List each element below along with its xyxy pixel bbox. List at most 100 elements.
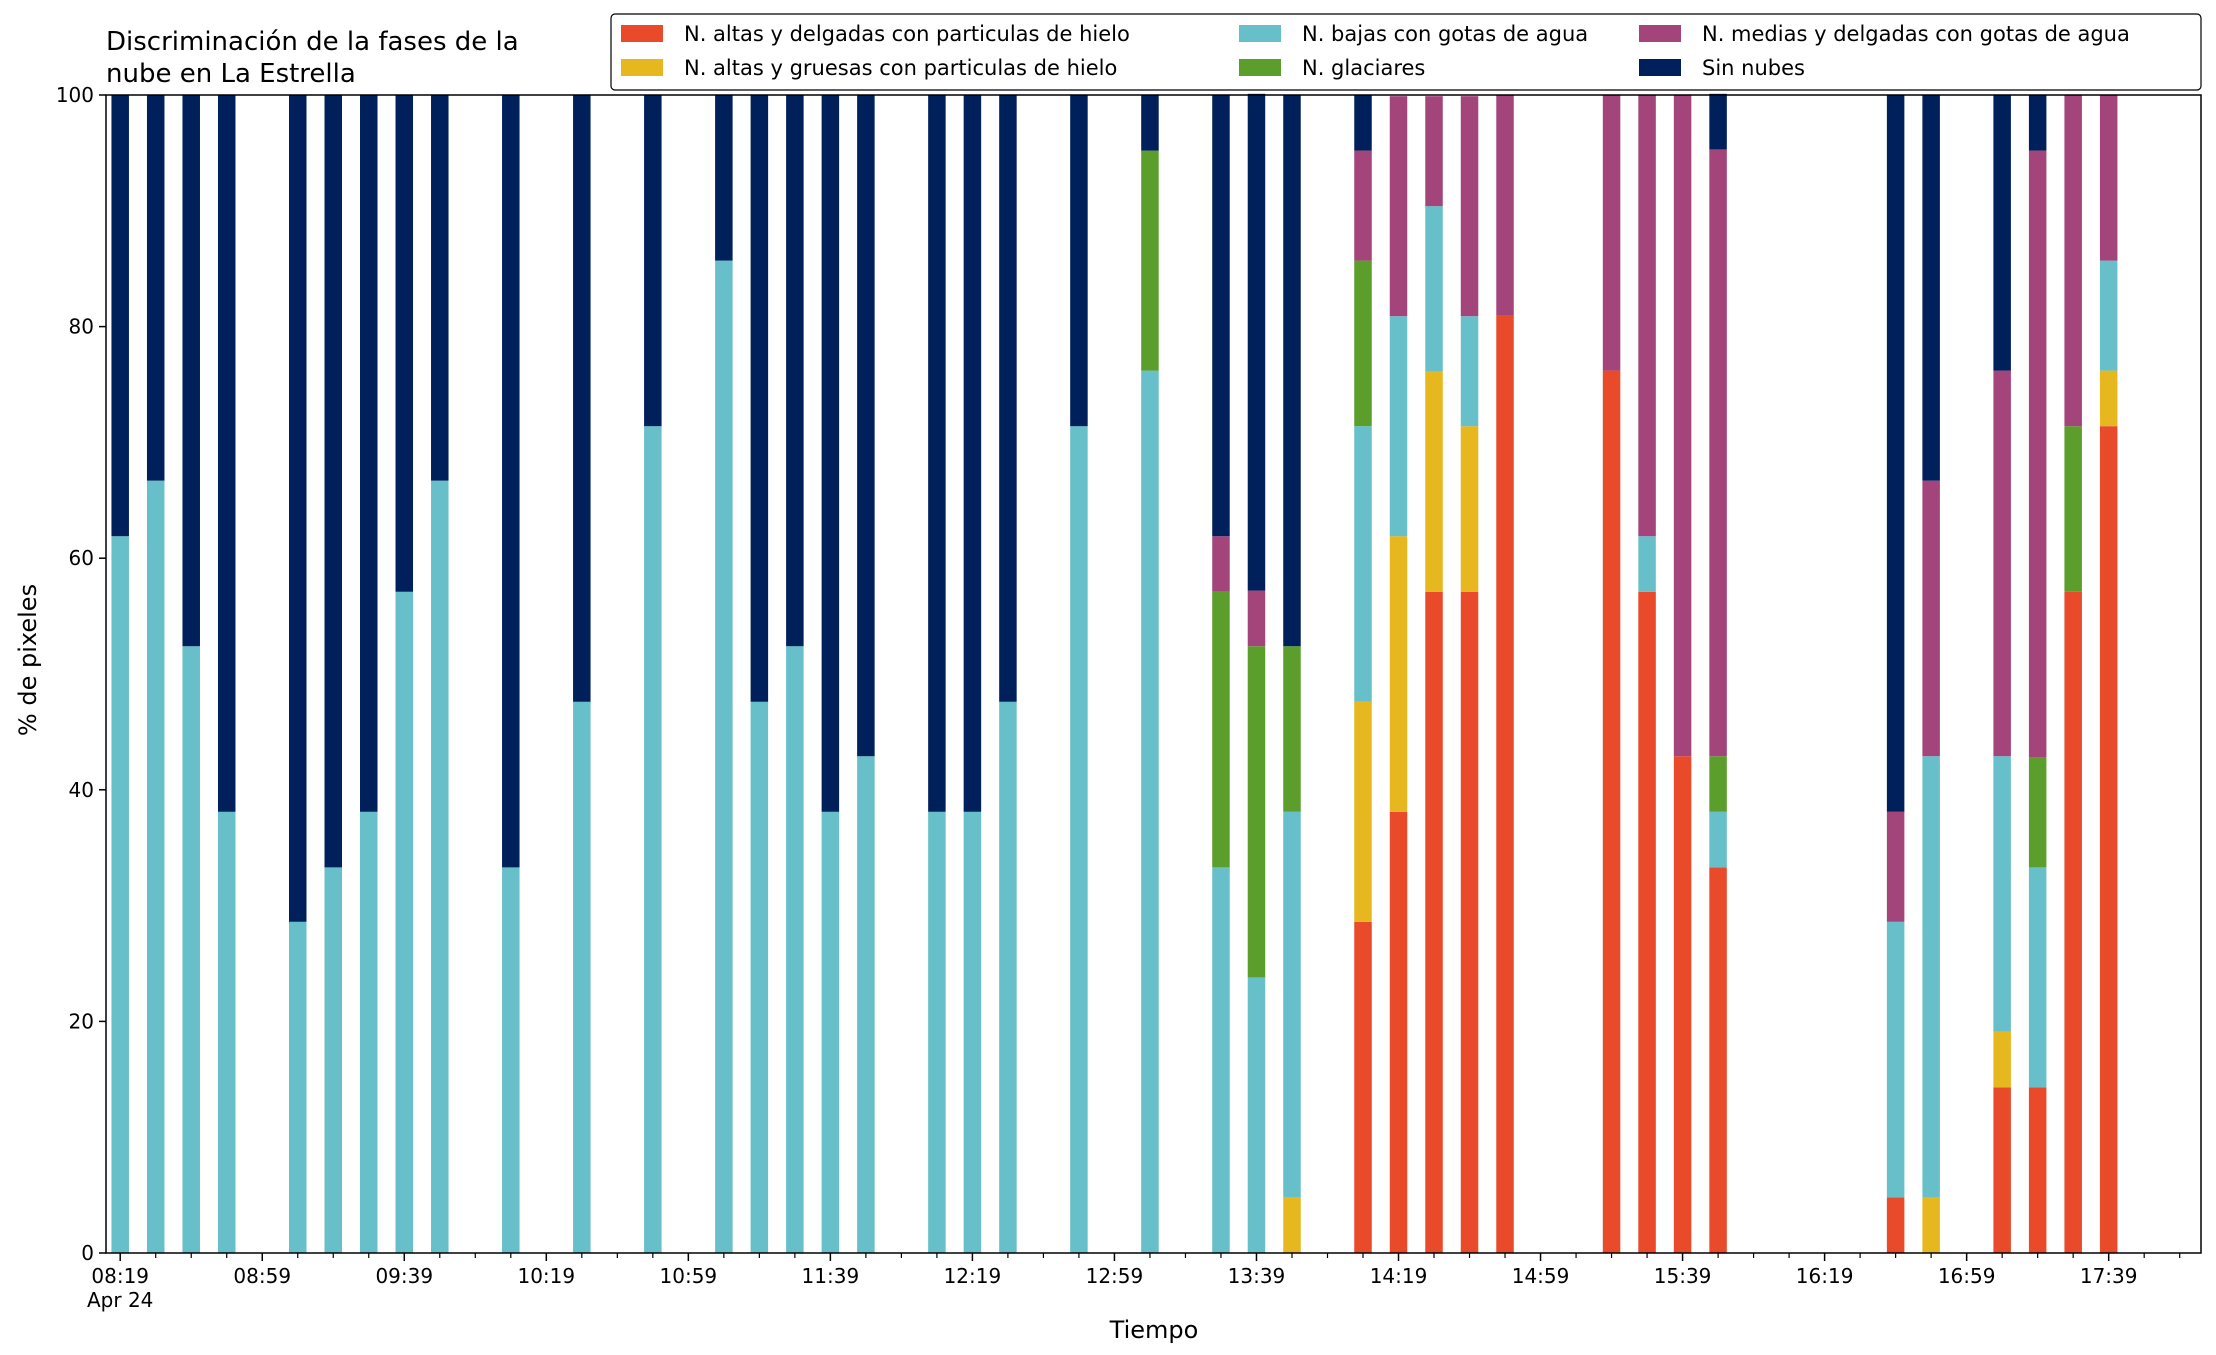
bar-segment-1709-s4 <box>1993 370 2011 757</box>
bar-segment-1409-s4 <box>1354 150 1372 261</box>
bar-segment-1129-s5 <box>786 95 804 647</box>
legend-swatch <box>1639 59 1681 76</box>
bar-segment-1409-s2 <box>1354 426 1372 702</box>
bar-segment-1249-s5 <box>1070 95 1088 427</box>
bar-segment-0829-s5 <box>146 95 165 481</box>
bar-segment-1529-s4 <box>1638 95 1656 537</box>
bar-segment-0909-s5 <box>289 95 307 922</box>
x-tick-label: 08:19 <box>91 1264 149 1288</box>
bar-segment-1419-s2 <box>1389 316 1408 537</box>
bar-segment-1109-s5 <box>715 95 733 261</box>
bar-segment-1429-s1 <box>1425 371 1443 592</box>
x-tick-label: 12:59 <box>1086 1264 1144 1288</box>
y-tick-label: 60 <box>69 546 94 570</box>
bar-segment-1149-s2 <box>857 756 875 1253</box>
bar-segment-1719-s2 <box>2028 867 2047 1088</box>
bar-segment-1709-s2 <box>1993 756 2011 1032</box>
legend-label: N. glaciares <box>1302 56 1425 80</box>
bar-segment-1739-s2 <box>2099 260 2118 371</box>
bar-segment-0909-s2 <box>289 921 307 1253</box>
chart-title-line-1: Discriminación de la fases de la <box>106 27 519 57</box>
bar-segment-1419-s1 <box>1389 536 1408 812</box>
bar-segment-1639-s0 <box>1886 1197 1905 1253</box>
bar-segment-1449-s4 <box>1496 95 1514 316</box>
bar-segment-1529-s0 <box>1638 591 1656 1253</box>
y-tick-label: 40 <box>69 778 94 802</box>
legend-label: N. altas y delgadas con particulas de hi… <box>684 22 1130 46</box>
bar-segment-1419-s4 <box>1389 96 1408 317</box>
bar-segment-1729-s0 <box>2064 591 2082 1253</box>
bar-segment-1349-s2 <box>1283 811 1301 1198</box>
bar-segment-1029-s5 <box>573 95 591 702</box>
bar-segment-1549-s0 <box>1709 867 1727 1253</box>
bar-segment-1029-s2 <box>573 701 591 1253</box>
y-tick-label: 0 <box>81 1241 94 1265</box>
bar-segment-1309-s5 <box>1141 95 1159 151</box>
x-tick-label: 10:59 <box>660 1264 718 1288</box>
bar-segment-1739-s0 <box>2099 426 2118 1253</box>
bar-segment-1219-s2 <box>963 811 982 1253</box>
bar-segment-1249-s2 <box>1070 426 1088 1253</box>
bar-segment-1719-s3 <box>2028 757 2047 868</box>
bar-segment-1639-s5 <box>1886 95 1905 812</box>
bar-segment-1429-s4 <box>1425 96 1443 207</box>
x-tick-label: 12:19 <box>944 1264 1002 1288</box>
bar-segment-1439-s1 <box>1460 426 1479 592</box>
bar-segment-1339-s3 <box>1247 646 1266 978</box>
bar-segment-0829-s2 <box>146 480 165 1253</box>
bar-segment-1109-s2 <box>715 260 733 1254</box>
bar-segment-1329-s5 <box>1212 95 1230 537</box>
x-date-label: Apr 24 <box>87 1288 153 1312</box>
x-tick-label: 16:19 <box>1796 1264 1854 1288</box>
bars-layer <box>111 93 2118 1254</box>
plot-frame <box>105 94 2202 1254</box>
x-tick-label: 13:39 <box>1228 1264 1286 1288</box>
bar-segment-1539-s4 <box>1673 95 1692 757</box>
x-tick-label: 15:39 <box>1654 1264 1712 1288</box>
bar-segment-0919-s2 <box>324 867 342 1253</box>
bar-segment-1339-s4 <box>1247 590 1266 647</box>
bar-segment-1539-s0 <box>1673 756 1692 1253</box>
bar-segment-1409-s0 <box>1354 921 1372 1253</box>
legend-swatch <box>1239 59 1281 76</box>
bar-segment-1719-s5 <box>2028 95 2047 151</box>
bar-segment-1529-s2 <box>1638 536 1656 592</box>
bar-segment-1309-s2 <box>1141 370 1159 1254</box>
bar-segment-0839-s5 <box>182 95 200 647</box>
bar-segment-1709-s1 <box>1993 1031 2011 1088</box>
bar-segment-1439-s4 <box>1460 96 1479 317</box>
y-axis-label: % de pixeles <box>14 584 42 736</box>
axes-layer: 0 20 40 60 80 100 08:19 08:59 09:39 10:19 10:59 11:… <box>56 83 2202 1312</box>
x-tick-label: 14:19 <box>1370 1264 1428 1288</box>
bar-segment-1549-s4 <box>1709 149 1727 757</box>
bar-segment-1349-s1 <box>1283 1197 1301 1253</box>
bar-segment-1639-s4 <box>1886 811 1905 922</box>
bar-segment-1009-s2 <box>502 867 520 1253</box>
x-tick-label: 10:19 <box>517 1264 575 1288</box>
bar-segment-1649-s1 <box>1922 1197 1940 1253</box>
bar-segment-1719-s4 <box>2028 150 2047 758</box>
bar-segment-1009-s5 <box>502 95 520 868</box>
bar-segment-1739-s1 <box>2099 370 2118 427</box>
bar-segment-1439-s2 <box>1460 316 1479 427</box>
bar-segment-1129-s2 <box>786 646 804 1253</box>
bar-segment-1549-s5 <box>1709 93 1727 150</box>
legend: N. altas y delgadas con particulas de hi… <box>610 13 2202 91</box>
legend-label: N. bajas con gotas de agua <box>1302 22 1588 46</box>
legend-label: N. altas y gruesas con particulas de hie… <box>684 56 1117 80</box>
legend-label: Sin nubes <box>1702 56 1805 80</box>
bar-segment-0819-s2 <box>111 536 129 1253</box>
legend-label: N. medias y delgadas con gotas de agua <box>1702 22 2130 46</box>
bar-segment-1119-s5 <box>750 95 769 702</box>
bar-segment-0849-s5 <box>217 95 236 812</box>
bar-segment-1639-s2 <box>1886 921 1905 1198</box>
bar-segment-1409-s1 <box>1354 701 1372 922</box>
y-tick-label: 80 <box>69 315 94 339</box>
bar-segment-1409-s5 <box>1354 95 1372 151</box>
bar-segment-0849-s2 <box>217 811 236 1253</box>
bar-segment-0949-s5 <box>431 95 449 481</box>
bar-segment-0939-s2 <box>395 591 414 1253</box>
legend-swatch <box>621 59 663 76</box>
bar-segment-1049-s5 <box>644 95 662 427</box>
bar-segment-1409-s3 <box>1354 260 1372 427</box>
